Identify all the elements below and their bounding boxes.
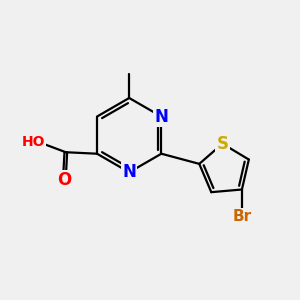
Text: N: N (154, 108, 168, 126)
Text: HO: HO (21, 135, 45, 149)
Text: N: N (122, 163, 136, 181)
Text: S: S (217, 135, 229, 153)
Text: Br: Br (232, 209, 251, 224)
Text: O: O (57, 171, 71, 189)
